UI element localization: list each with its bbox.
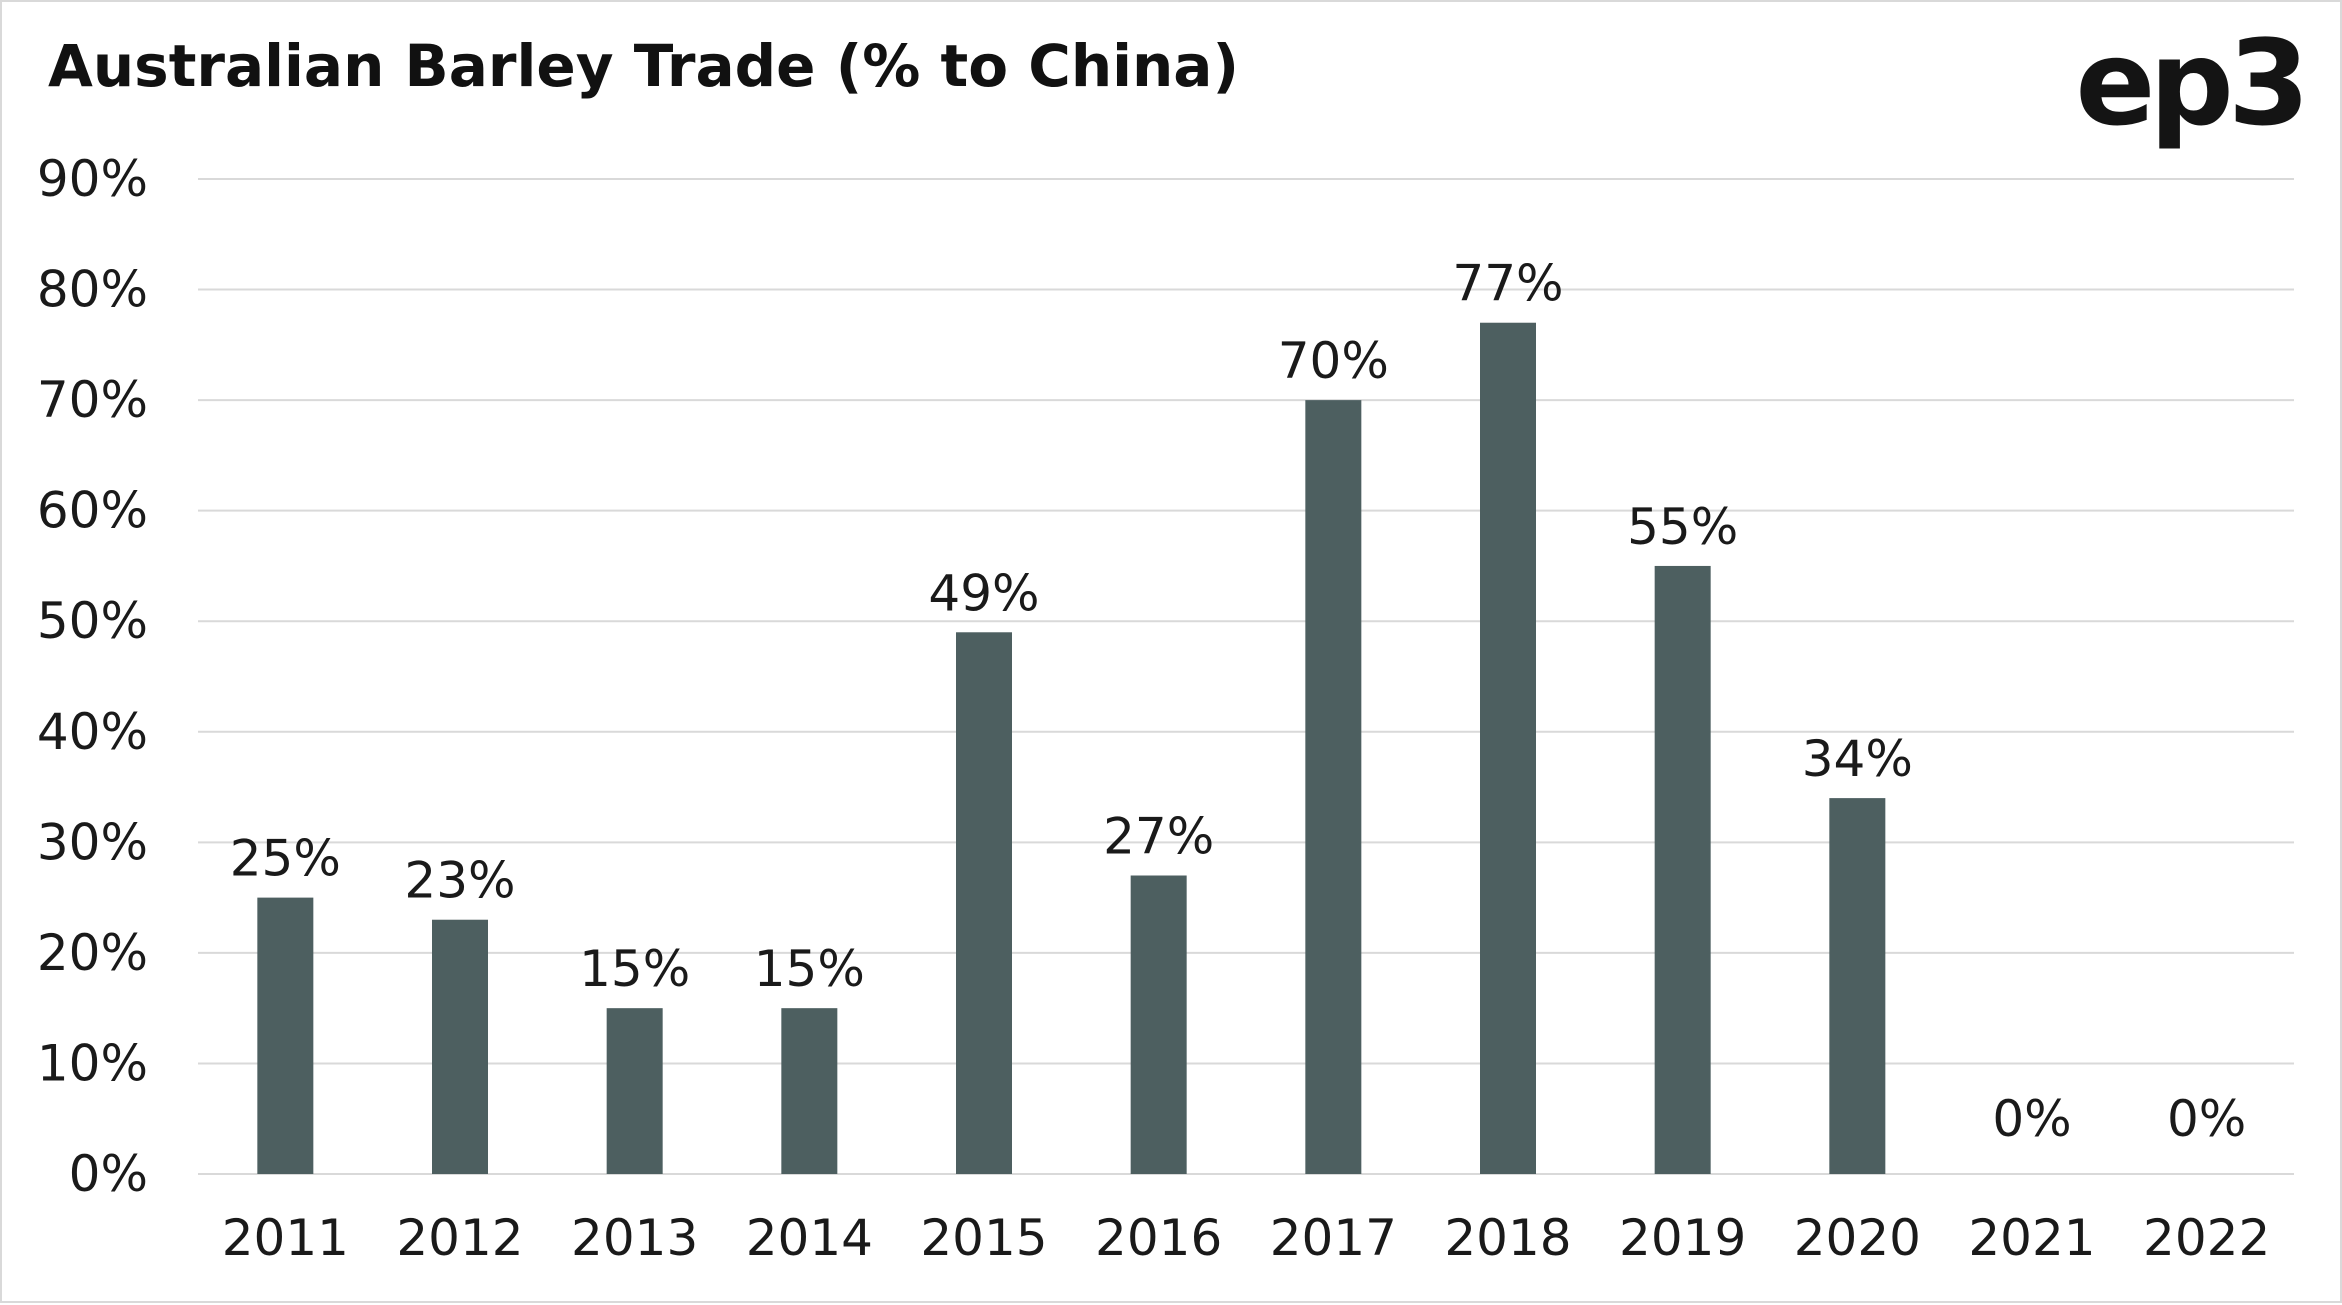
- bar: [781, 1008, 838, 1174]
- x-tick-label: 2012: [396, 1209, 523, 1267]
- bar: [606, 1008, 663, 1174]
- y-tick-label: 50%: [37, 592, 148, 650]
- x-tick-label: 2015: [920, 1209, 1047, 1267]
- y-tick-label: 90%: [37, 150, 148, 208]
- data-label: 25%: [230, 830, 341, 888]
- data-label: 27%: [1103, 808, 1214, 866]
- x-tick-label: 2016: [1095, 1209, 1222, 1267]
- y-tick-label: 40%: [37, 703, 148, 761]
- x-tick-label: 2017: [1270, 1209, 1397, 1267]
- bar: [432, 919, 488, 1174]
- bar: [1829, 798, 1886, 1174]
- data-label: 34%: [1802, 730, 1913, 788]
- bars: [257, 322, 1886, 1175]
- gridlines: [198, 178, 2294, 1175]
- data-label: 15%: [579, 940, 690, 998]
- y-tick-label: 20%: [37, 924, 148, 982]
- bar: [1130, 875, 1187, 1174]
- data-label: 23%: [404, 852, 515, 910]
- x-tick-label: 2019: [1619, 1209, 1746, 1267]
- x-tick-label: 2022: [2143, 1209, 2270, 1267]
- data-label: 49%: [928, 564, 1039, 622]
- x-tick-label: 2014: [746, 1209, 873, 1267]
- y-tick-label: 60%: [37, 482, 148, 540]
- data-label: 15%: [754, 940, 865, 998]
- y-tick-label: 10%: [37, 1034, 148, 1092]
- x-tick-label: 2013: [571, 1209, 698, 1267]
- y-tick-label: 0%: [69, 1145, 148, 1203]
- data-label: 70%: [1278, 332, 1389, 390]
- data-label: 77%: [1452, 255, 1563, 313]
- y-axis: 0% 10% 20% 30% 40% 50% 60% 70% 80% 90%: [37, 150, 148, 1203]
- x-axis: 2011 2012 2013 2014 2015 2016 2017 2018 2019 2020…: [222, 1209, 2271, 1267]
- y-tick-label: 80%: [37, 261, 148, 319]
- brand-logo: ep3: [2075, 14, 2310, 152]
- y-tick-label: 70%: [37, 371, 148, 429]
- x-tick-label: 2021: [1968, 1209, 2095, 1267]
- y-tick-label: 30%: [37, 813, 148, 871]
- bar: [1305, 400, 1362, 1175]
- x-tick-label: 2011: [222, 1209, 349, 1267]
- bar: [257, 897, 314, 1174]
- bar: [956, 632, 1012, 1174]
- bar: [1654, 565, 1711, 1174]
- x-tick-label: 2018: [1444, 1209, 1571, 1267]
- data-labels: 25% 23% 15% 15% 49% 27% 70% 77% 55% 34% 0% 0%: [230, 255, 2247, 1148]
- bar: [1480, 322, 1536, 1174]
- x-tick-label: 2020: [1794, 1209, 1921, 1267]
- data-label: 0%: [2167, 1090, 2246, 1148]
- data-label: 55%: [1627, 498, 1738, 556]
- chart-title: Australian Barley Trade (% to China): [48, 32, 1239, 100]
- data-label: 0%: [1992, 1090, 2071, 1148]
